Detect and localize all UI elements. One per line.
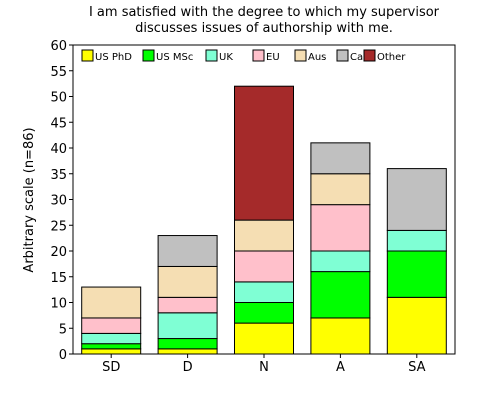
bar-segment-d-eu xyxy=(157,296,218,314)
bar-segment-n-other xyxy=(234,85,294,221)
y-tick-label: 50 xyxy=(50,91,67,106)
bar-segment-sd-us-phd xyxy=(81,348,142,355)
y-tick-label: 55 xyxy=(50,65,67,80)
bar-segment-a-aus xyxy=(310,173,371,206)
bar-segment-sa-us-msc xyxy=(386,250,447,298)
bar-segment-d-uk xyxy=(157,312,218,340)
bar-segment-a-eu xyxy=(310,204,371,252)
bar-segment-d-us-phd xyxy=(157,348,218,355)
y-tick-label: 15 xyxy=(50,271,67,286)
x-tick-label: D xyxy=(183,360,193,375)
legend-swatch xyxy=(336,49,349,62)
legend-swatch xyxy=(294,49,307,62)
y-tick-label: 20 xyxy=(50,245,67,260)
y-tick-label: 40 xyxy=(50,142,67,157)
y-tick-label: 0 xyxy=(59,348,67,363)
bar-segment-sa-uk xyxy=(386,229,447,252)
x-tick-label: N xyxy=(259,360,269,375)
legend: US PhD US MSc UK EU Aus Ca Other xyxy=(81,49,406,63)
bar-segment-sd-uk xyxy=(81,332,142,345)
bar-segment-n-uk xyxy=(234,281,294,303)
bar-segment-sd-eu xyxy=(81,317,142,334)
y-tick-label: 60 xyxy=(50,39,67,54)
bar-segment-a-ca xyxy=(310,142,371,175)
y-tick-label: 45 xyxy=(50,116,67,131)
legend-entry: US PhD xyxy=(95,52,132,63)
bar-segment-n-us-msc xyxy=(234,302,294,324)
legend-entry: UK xyxy=(219,52,233,63)
bar-segment-a-us-msc xyxy=(310,271,371,319)
legend-swatch xyxy=(142,49,155,62)
bar-segment-sd-us-msc xyxy=(81,343,142,350)
bar-segment-d-aus xyxy=(157,265,218,298)
legend-swatch xyxy=(205,49,218,62)
bar-segment-d-ca xyxy=(157,235,218,267)
bar-segment-a-uk xyxy=(310,250,371,273)
y-tick-label: 5 xyxy=(59,322,67,337)
legend-entry: EU xyxy=(266,52,280,63)
legend-entry: Aus xyxy=(308,52,326,63)
bar-segment-n-eu xyxy=(234,250,294,283)
y-tick-label: 35 xyxy=(50,168,67,183)
bar-segment-a-us-phd xyxy=(310,317,371,355)
y-tick-label: 30 xyxy=(50,194,67,209)
chart-title-line-1: I am satisfied with the degree to which … xyxy=(89,5,440,20)
legend-entry: Other xyxy=(377,52,406,63)
bar-segment-sa-us-phd xyxy=(386,296,447,355)
x-tick-label: SA xyxy=(408,360,425,375)
legend-entry: Ca xyxy=(350,52,363,63)
chart-title-line-2: discusses issues of authorship with me. xyxy=(135,21,393,36)
bar-segment-n-aus xyxy=(234,219,294,252)
y-axis: 0 5 10 15 20 25 30 35 40 45 50 55 60 xyxy=(50,39,73,363)
bar-segment-sd-aus xyxy=(81,286,142,319)
x-axis: SD D N A SA xyxy=(102,354,426,375)
bar-segment-d-us-msc xyxy=(157,338,218,350)
y-tick-label: 25 xyxy=(50,219,67,234)
legend-swatch xyxy=(252,49,265,62)
x-tick-label: A xyxy=(336,360,345,375)
legend-swatch xyxy=(363,49,376,62)
bars xyxy=(81,85,447,355)
bar-segment-sa-ca xyxy=(386,168,447,231)
legend-swatch xyxy=(81,49,94,62)
x-tick-label: SD xyxy=(102,360,120,375)
y-axis-label: Arbitrary scale (n=86) xyxy=(22,127,37,272)
y-tick-label: 10 xyxy=(50,297,67,312)
legend-entry: US MSc xyxy=(156,52,193,63)
bar-segment-n-us-phd xyxy=(234,322,294,355)
